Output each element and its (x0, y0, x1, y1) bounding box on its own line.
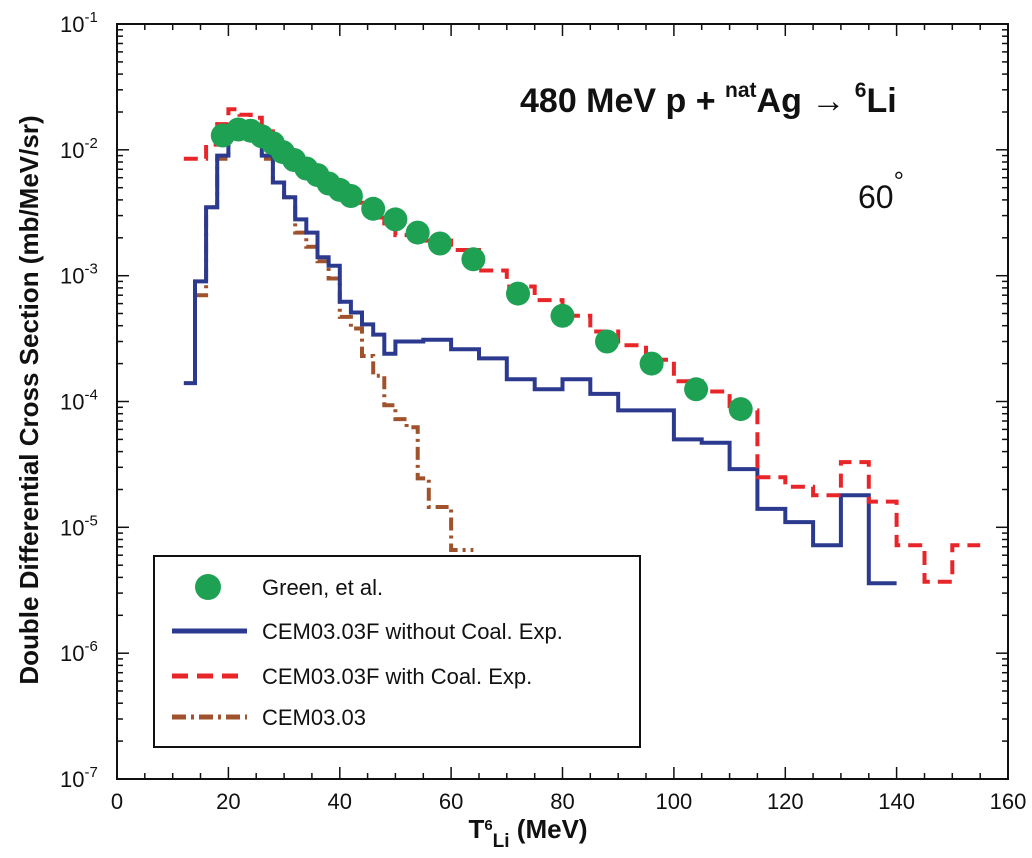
y-tick-exponent: -5 (84, 512, 97, 529)
x-tick-label-60: 60 (439, 789, 463, 814)
legend-label-cem0303: CEM03.03 (262, 705, 366, 730)
data-point-green-22 (728, 397, 753, 422)
chart-title-pre: 480 MeV p + (520, 82, 725, 120)
y-tick-exponent: -7 (84, 764, 97, 781)
chart-title: 480 MeV p + natAg → 6Li (520, 79, 897, 120)
y-tick-label--1: 10-1 (60, 9, 98, 37)
y-axis-title: Double Differential Cross Section (mb/Me… (14, 115, 44, 684)
x-tick-label-0: 0 (111, 789, 123, 814)
x-axis-title-unit: (MeV) (510, 814, 588, 844)
chart-title-post: Li (866, 82, 896, 120)
data-point-green-19 (595, 329, 619, 354)
legend-label-green: Green, et al. (262, 575, 383, 600)
y-tick-base: 10 (60, 767, 84, 792)
data-point-green-21 (684, 377, 709, 402)
data-point-green-11 (338, 184, 363, 208)
data-point-green-13 (383, 207, 408, 232)
legend: Green, et al. CEM03.03F without Coal. Ex… (153, 555, 641, 748)
y-tick-exponent: -2 (84, 135, 97, 152)
chart-title-sup1: nat (725, 79, 757, 102)
y-tick-labels: 10-710-610-510-410-310-210-1 (60, 9, 98, 792)
y-tick-base: 10 (60, 12, 84, 37)
angle-degree-symbol: ° (894, 166, 904, 196)
y-tick-base: 10 (60, 390, 84, 415)
x-tick-label-120: 120 (767, 789, 804, 814)
y-tick-label--2: 10-2 (60, 135, 98, 163)
chart-title-sup2: 6 (855, 79, 867, 102)
x-axis-title-t: T (468, 814, 484, 844)
x-tick-label-80: 80 (550, 789, 574, 814)
data-point-green-18 (550, 303, 575, 328)
y-tick-label--3: 10-3 (60, 261, 98, 289)
y-tick-base: 10 (60, 515, 84, 540)
y-tick-base: 10 (60, 264, 84, 289)
y-tick-exponent: -4 (84, 387, 97, 404)
data-point-green-20 (639, 351, 664, 376)
x-tick-label-140: 140 (878, 789, 915, 814)
y-tick-label--6: 10-6 (60, 638, 98, 666)
data-point-green-12 (361, 196, 386, 221)
x-tick-label-40: 40 (328, 789, 352, 814)
legend-label-without-coal: CEM03.03F without Coal. Exp. (262, 619, 563, 644)
x-tick-label-100: 100 (656, 789, 693, 814)
data-point-green-15 (428, 231, 452, 256)
data-point-green-16 (461, 247, 486, 272)
y-tick-label--7: 10-7 (60, 764, 98, 792)
y-tick-exponent: -6 (84, 638, 97, 655)
x-axis-title: T6Li (MeV) (468, 814, 587, 852)
x-axis-title-sub: Li (493, 831, 510, 852)
legend-label-with-coal: CEM03.03F with Coal. Exp. (262, 664, 532, 689)
y-tick-base: 10 (60, 641, 84, 666)
y-tick-exponent: -1 (84, 9, 97, 26)
data-point-green-14 (405, 220, 430, 245)
y-tick-label--5: 10-5 (60, 512, 98, 540)
legend-marker-green (195, 574, 221, 600)
data-point-green-17 (506, 281, 530, 306)
x-axis-title-sup: 6 (484, 817, 492, 834)
angle-value: 60 (858, 179, 894, 215)
y-tick-exponent: -3 (84, 261, 97, 278)
angle-annotation: 60° (858, 166, 904, 215)
x-tick-label-20: 20 (216, 789, 240, 814)
ticks-layer (116, 23, 1009, 780)
chart-title-mid: Ag (757, 82, 812, 120)
series-layer (183, 107, 981, 586)
x-tick-label-160: 160 (990, 789, 1027, 814)
y-tick-base: 10 (60, 138, 84, 163)
chart-title-arrow: → (811, 82, 854, 120)
x-tick-labels: 0 20 40 60 80 100 120 140 160 (111, 789, 1026, 814)
y-tick-label--4: 10-4 (60, 387, 98, 415)
